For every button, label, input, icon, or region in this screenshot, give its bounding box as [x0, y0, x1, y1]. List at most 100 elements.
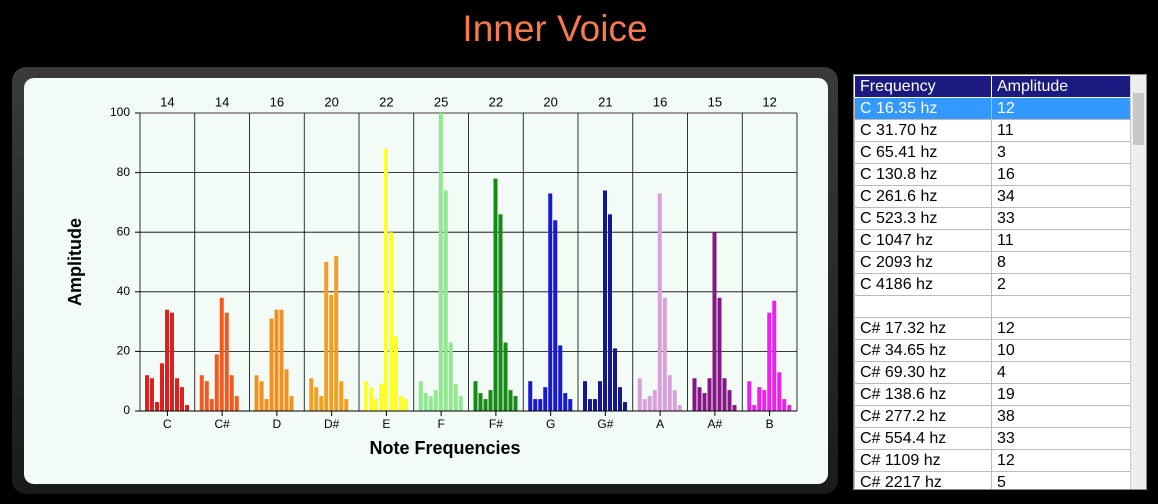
bar — [623, 402, 627, 411]
bar — [613, 348, 617, 411]
table-cell: C# 69.30 hz — [854, 361, 992, 384]
group-top-value: 20 — [543, 94, 557, 109]
bar — [642, 399, 647, 411]
bar — [199, 375, 204, 411]
bar — [394, 336, 398, 411]
table-row[interactable]: C 2093 hz 8 — [854, 251, 1131, 274]
bar — [588, 399, 592, 411]
spacer-row — [854, 295, 1131, 318]
table-row[interactable]: C 130.8 hz 16 — [854, 163, 1131, 186]
y-tick-label: 20 — [117, 344, 131, 358]
bar — [229, 375, 234, 411]
bar — [483, 399, 488, 411]
table-cell: 4 — [991, 361, 1131, 384]
table-row[interactable]: C# 1109 hz 12 — [854, 449, 1131, 472]
y-tick-label: 80 — [117, 165, 131, 179]
bar — [284, 369, 289, 411]
y-tick-label: 100 — [110, 105, 130, 119]
bar — [344, 399, 349, 411]
bar — [289, 396, 294, 411]
bar — [458, 396, 463, 411]
table-row[interactable]: C 261.6 hz 34 — [854, 185, 1131, 208]
table-cell: C# 34.65 hz — [854, 339, 992, 362]
table-cell: C# 17.32 hz — [854, 317, 992, 340]
x-axis-title: Note Frequencies — [369, 438, 520, 458]
table-row[interactable]: C# 69.30 hz 4 — [854, 361, 1131, 384]
table: Frequency Amplitude C 16.35 hz 12 C 31.70 hz… — [854, 75, 1131, 489]
bar — [752, 405, 757, 411]
bar — [508, 390, 513, 411]
table-row[interactable]: C 4186 hz 2 — [854, 273, 1131, 296]
bar — [334, 256, 339, 411]
bar — [777, 372, 782, 411]
bar — [448, 342, 453, 411]
bar — [175, 378, 179, 411]
table-row[interactable]: C 523.3 hz 33 — [854, 207, 1131, 230]
bar — [274, 309, 279, 411]
bar — [563, 393, 568, 411]
table-row[interactable]: C 16.35 hz 12 — [854, 97, 1131, 120]
bar — [538, 399, 543, 411]
bar — [702, 393, 707, 411]
bar — [180, 387, 184, 411]
bar — [309, 378, 314, 411]
table-row[interactable]: C 65.41 hz 3 — [854, 141, 1131, 164]
bar — [727, 390, 732, 411]
bar — [637, 378, 642, 411]
table-cell: C# 277.2 hz — [854, 405, 992, 428]
table-cell: C 4186 hz — [854, 273, 992, 296]
bar — [428, 396, 433, 411]
bar — [697, 387, 702, 411]
table-cell: C 261.6 hz — [854, 185, 992, 208]
bar — [732, 405, 737, 411]
group-top-value: 12 — [762, 94, 776, 109]
table-cell: 10 — [991, 339, 1131, 362]
bar — [717, 297, 722, 411]
y-tick-label: 40 — [117, 284, 131, 298]
table-cell: 3 — [991, 141, 1131, 164]
bar — [513, 396, 518, 411]
bar — [722, 378, 727, 411]
table-row[interactable]: C# 138.6 hz 19 — [854, 383, 1131, 406]
bar — [319, 396, 324, 411]
bar — [185, 405, 189, 411]
bar — [488, 390, 493, 411]
table-cell: C 1047 hz — [854, 229, 992, 252]
bar — [209, 399, 214, 411]
bar — [553, 220, 558, 411]
table-cell: 12 — [991, 97, 1131, 120]
group-top-value: 25 — [434, 94, 448, 109]
header-row: Frequency Amplitude — [854, 75, 1131, 98]
table-row[interactable]: C# 554.4 hz 33 — [854, 427, 1131, 450]
bar — [269, 318, 274, 411]
table-cell: 12 — [991, 317, 1131, 340]
bar — [493, 178, 498, 411]
bar — [165, 309, 169, 411]
table-cell: C 31.70 hz — [854, 119, 992, 142]
scroll-thumb[interactable] — [1133, 93, 1144, 145]
bar — [384, 148, 388, 411]
scrollbar[interactable] — [1130, 75, 1146, 489]
bar — [473, 381, 478, 411]
table-row[interactable]: C# 34.65 hz 10 — [854, 339, 1131, 362]
bar — [259, 381, 264, 411]
bar — [374, 399, 378, 411]
column-header: Amplitude — [991, 75, 1131, 98]
bar — [782, 399, 787, 411]
table-row[interactable]: C 31.70 hz 11 — [854, 119, 1131, 142]
table-row[interactable]: C# 2217 hz 5 — [854, 471, 1131, 489]
bar — [369, 387, 373, 411]
bar — [399, 396, 403, 411]
bar — [329, 294, 334, 411]
table-row[interactable]: C# 17.32 hz 12 — [854, 317, 1131, 340]
bar — [647, 396, 652, 411]
table-row[interactable]: C 1047 hz 11 — [854, 229, 1131, 252]
bar — [662, 297, 667, 411]
table-cell: C 2093 hz — [854, 251, 992, 274]
x-tick-label: G — [546, 417, 555, 431]
bar — [254, 375, 259, 411]
table-row[interactable]: C# 277.2 hz 38 — [854, 405, 1131, 428]
bar — [618, 387, 622, 411]
x-tick-label: D# — [324, 417, 340, 431]
